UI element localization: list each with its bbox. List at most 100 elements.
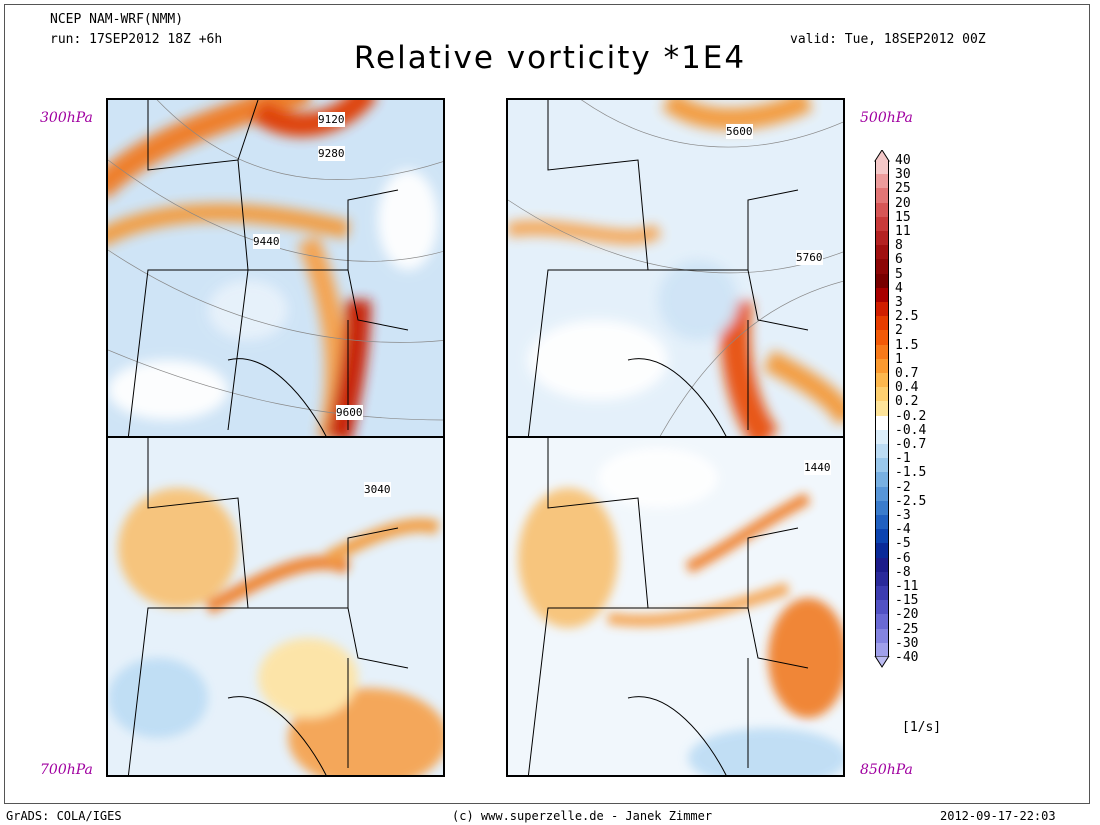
colorbar-segment	[875, 259, 889, 274]
colorbar-tick-label: 1	[895, 351, 903, 367]
colorbar-segment	[875, 373, 889, 388]
colorbar-segment	[875, 472, 889, 487]
colorbar-segment	[875, 486, 889, 501]
colorbar-segment	[875, 401, 889, 416]
colorbar-tick-label: -2	[895, 479, 911, 495]
colorbar-tick-label: -1	[895, 451, 911, 467]
colorbar-segment	[875, 387, 889, 402]
colorbar-tick-label: -0.4	[895, 422, 927, 438]
colorbar-tick-label: -0.7	[895, 437, 927, 452]
colorbar-segment	[875, 216, 889, 231]
colorbar-tick-label: 1.5	[895, 337, 919, 353]
colorbar-segment	[875, 543, 889, 558]
colorbar-segment	[875, 188, 889, 203]
colorbar-segment	[875, 287, 889, 302]
colorbar-tick-label: -20	[895, 607, 919, 623]
colorbar-tick-label: -11	[895, 579, 919, 594]
contour-label: 5600	[726, 124, 753, 139]
colorbar-segment	[875, 500, 889, 515]
colorbar-tick-label: 3	[895, 295, 903, 310]
colorbar-tick-label: 2.5	[895, 309, 919, 325]
colorbar-tick-label: -1.5	[895, 465, 927, 481]
colorbar-segment	[875, 245, 889, 260]
colorbar-tick-label: 20	[895, 195, 911, 211]
colorbar-segment	[875, 614, 889, 629]
colorbar-segment	[875, 174, 889, 189]
chart-title: Relative vorticity *1E4	[353, 40, 747, 76]
colorbar-segment	[875, 429, 889, 444]
colorbar-segment	[875, 231, 889, 246]
plot-frame	[4, 4, 1090, 804]
colorbar-tick-label: 5	[895, 266, 903, 282]
colorbar-segment	[875, 557, 889, 572]
colorbar-segment	[875, 330, 889, 345]
contour-label: 3040	[364, 482, 391, 497]
colorbar-tick-label: -0.2	[895, 408, 927, 424]
contour-label: 9120	[318, 112, 345, 127]
valid-time: valid: Tue, 18SEP2012 00Z	[790, 32, 986, 47]
vorticity-field-500	[508, 100, 843, 436]
colorbar-segment	[875, 273, 889, 288]
map-panel-300hpa: 9120 9280 9440 9600	[106, 98, 445, 438]
footer-credit: (c) www.superzelle.de - Janek Zimmer	[452, 809, 713, 823]
colorbar-tick-label: 11	[895, 224, 911, 239]
map-panel-700hpa: 3040	[106, 436, 445, 777]
units-label: [1/s]	[902, 720, 942, 735]
contour-label: 9440	[253, 234, 280, 249]
colorbar-segment	[875, 628, 889, 643]
colorbar-tick-label: -4	[895, 522, 911, 538]
colorbar-segment	[875, 444, 889, 459]
colorbar-tick-label: -40	[895, 650, 919, 665]
colorbar-tick-label: 4	[895, 280, 903, 296]
vorticity-field-700	[108, 438, 443, 775]
colorbar-segment	[875, 586, 889, 601]
vorticity-field-850	[508, 438, 843, 775]
colorbar-segment	[875, 642, 889, 657]
map-panel-500hpa: 5600 5760	[506, 98, 845, 438]
colorbar-tick-label: -5	[895, 536, 911, 552]
colorbar-tick-label: 40	[895, 153, 911, 168]
colorbar-segment	[875, 415, 889, 430]
colorbar-tick-label: -15	[895, 593, 919, 609]
colorbar-tick-label: -25	[895, 621, 919, 637]
colorbar-tick-label: 0.4	[895, 380, 919, 396]
colorbar-segment	[875, 202, 889, 217]
colorbar-tick-label: 25	[895, 181, 911, 197]
footer-software: GrADS: COLA/IGES	[6, 809, 122, 823]
colorbar-segment	[875, 344, 889, 359]
map-panel-850hpa: 1440	[506, 436, 845, 777]
contour-label: 9600	[336, 405, 363, 420]
level-label-500: 500hPa	[860, 110, 913, 126]
level-label-850: 850hPa	[860, 762, 913, 778]
level-label-700: 700hPa	[40, 762, 93, 778]
contour-label: 1440	[804, 460, 831, 475]
colorbar-segment	[875, 316, 889, 331]
model-name: NCEP NAM-WRF(NMM)	[50, 12, 184, 27]
colorbar-tick-label: -30	[895, 635, 919, 651]
contour-label: 9280	[318, 146, 345, 161]
colorbar-segment	[875, 358, 889, 373]
colorbar-segment	[875, 515, 889, 530]
colorbar-segment	[875, 571, 889, 586]
colorbar-tick-label: -2.5	[895, 493, 927, 509]
level-label-300: 300hPa	[40, 110, 93, 126]
colorbar-segment	[875, 160, 889, 175]
colorbar-tick-label: 2	[895, 323, 903, 339]
colorbar-tick-label: 0.2	[895, 394, 919, 410]
run-time: run: 17SEP2012 18Z +6h	[50, 32, 223, 47]
colorbar-segment	[875, 529, 889, 544]
colorbar-tick-label: 0.7	[895, 366, 919, 381]
colorbar-segment	[875, 458, 889, 473]
colorbar-tick-label: -8	[895, 564, 911, 580]
colorbar-bottom-arrow	[874, 656, 890, 668]
colorbar-tick-label: 15	[895, 209, 911, 225]
contour-label: 5760	[796, 250, 823, 265]
footer-timestamp: 2012-09-17-22:03	[940, 809, 1056, 823]
colorbar-tick-label: -6	[895, 550, 911, 566]
colorbar-tick-label: 30	[895, 167, 911, 183]
colorbar-tick-label: 6	[895, 252, 903, 268]
colorbar-segment	[875, 302, 889, 317]
colorbar-segment	[875, 600, 889, 615]
vorticity-field-300	[108, 100, 443, 436]
colorbar-tick-label: -3	[895, 508, 911, 523]
